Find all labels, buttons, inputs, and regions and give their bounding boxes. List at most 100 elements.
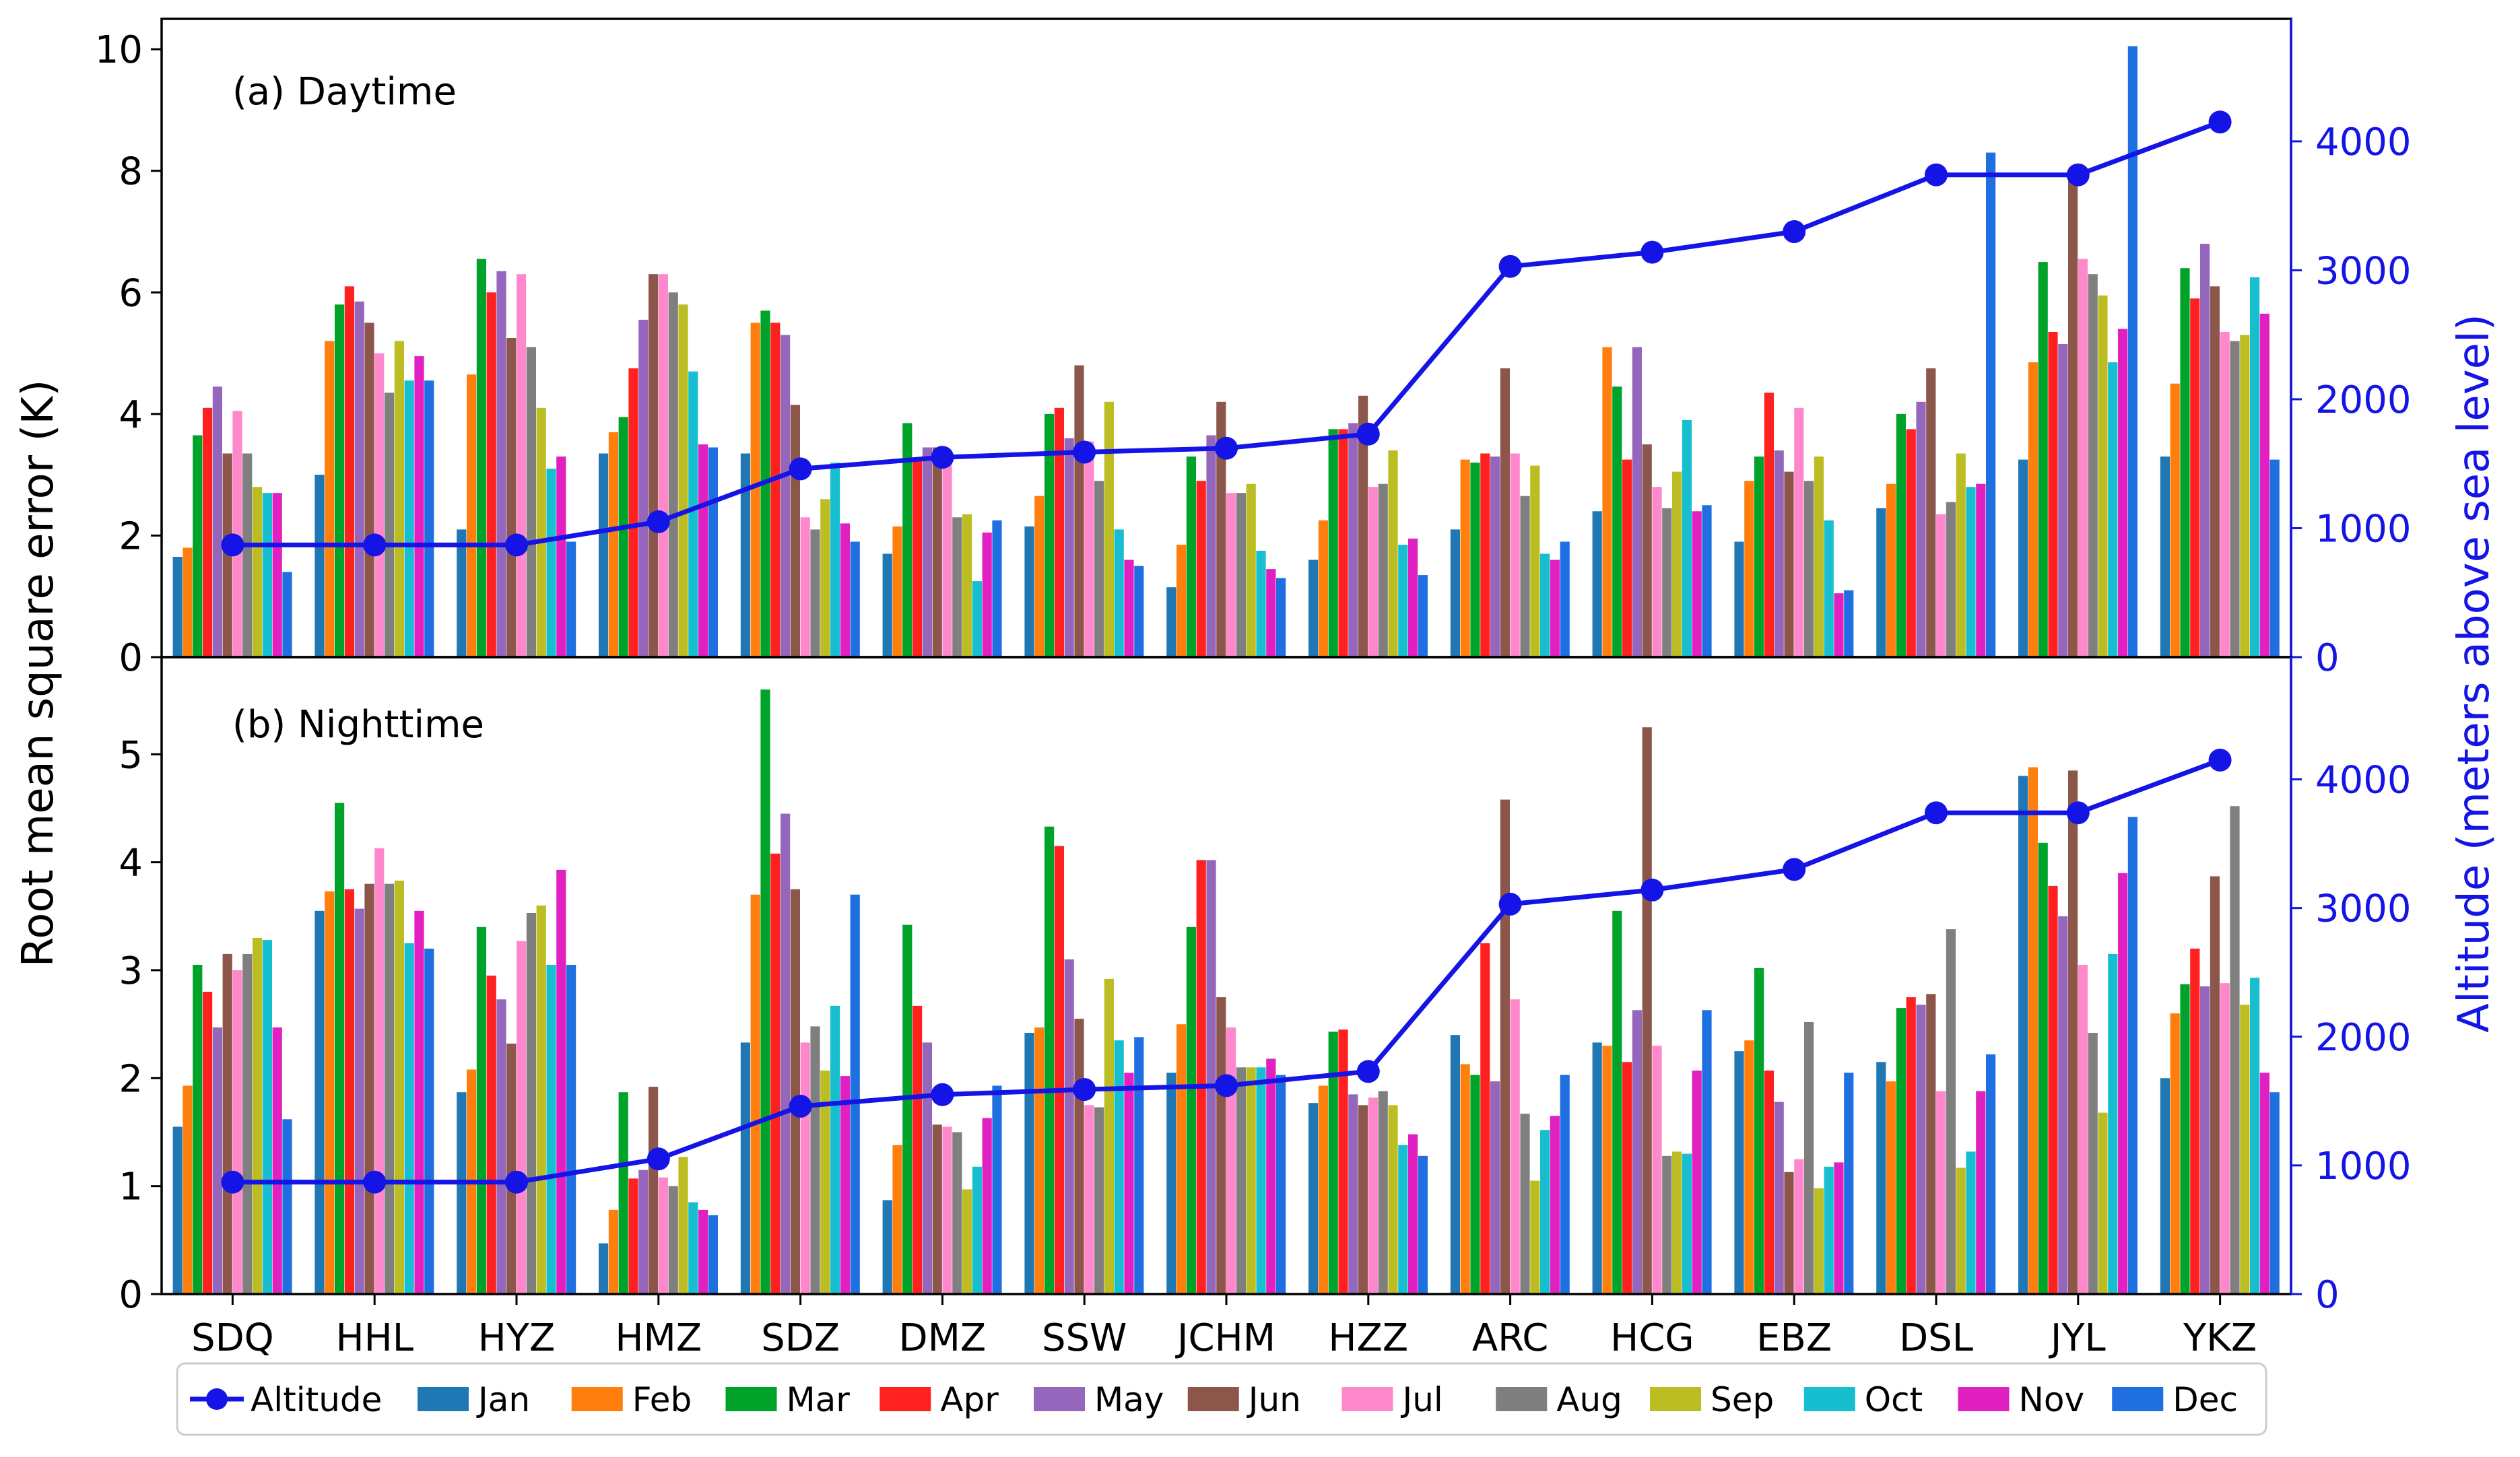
- daytime-bar-ARC-Apr: [1480, 453, 1490, 657]
- nighttime-bar-SDQ-Apr: [203, 992, 213, 1294]
- nighttime-bar-SSW-Jun: [1074, 1019, 1084, 1294]
- daytime-bar-HZZ-Jul: [1368, 487, 1378, 657]
- nighttime-bar-HCG-Sep: [1672, 1151, 1682, 1294]
- legend-label-Aug: Aug: [1556, 1380, 1622, 1419]
- nighttime-bar-HMZ-Jun: [649, 1087, 659, 1294]
- nighttime-bar-ARC-Apr: [1480, 943, 1490, 1294]
- nighttime-bar-HZZ-Mar: [1328, 1031, 1338, 1294]
- daytime-bar-ARC-May: [1490, 456, 1500, 657]
- nighttime-bar-HHL-Aug: [385, 883, 395, 1294]
- daytime-bar-HMZ-Oct: [688, 371, 698, 657]
- legend-label-Feb: Feb: [632, 1380, 692, 1419]
- nighttime-bar-YKZ-Feb: [2170, 1013, 2180, 1294]
- nighttime-bar-HMZ-Aug: [668, 1186, 678, 1294]
- daytime-bar-HZZ-Oct: [1398, 545, 1408, 657]
- nighttime-bar-EBZ-Sep: [1814, 1188, 1824, 1294]
- nighttime-bar-HHL-Mar: [335, 803, 345, 1294]
- daytime-bar-HYZ-Jul: [517, 274, 527, 657]
- daytime-bar-DSL-Aug: [1946, 502, 1956, 657]
- daytime-bar-JYL-Jan: [2018, 459, 2028, 657]
- nighttime-bar-HHL-Sep: [394, 880, 404, 1294]
- daytime-bar-SDZ-May: [781, 335, 791, 657]
- daytime-bar-HZZ-Jun: [1358, 395, 1368, 657]
- nighttime-bar-HCG-Apr: [1622, 1062, 1632, 1294]
- daytime-altitude-point-JCHM: [1215, 436, 1238, 460]
- nighttime-bar-ARC-Jan: [1450, 1035, 1460, 1294]
- nighttime-ytick-label: 3: [119, 949, 143, 993]
- nighttime-bar-DMZ-Apr: [913, 1005, 923, 1294]
- legend-swatch-Jul: [1341, 1387, 1393, 1411]
- daytime-bar-DSL-Jul: [1936, 514, 1946, 657]
- nighttime-bar-SDZ-Jul: [800, 1042, 810, 1294]
- nighttime-bar-JYL-Jul: [2078, 965, 2088, 1294]
- daytime-bar-DSL-Oct: [1966, 487, 1976, 657]
- daytime-bar-JYL-Apr: [2048, 332, 2058, 657]
- nighttime-bar-HCG-Dec: [1702, 1010, 1712, 1294]
- daytime-panel-title: (a) Daytime: [232, 70, 457, 114]
- daytime-bar-SDQ-May: [212, 386, 222, 657]
- daytime-bar-HMZ-Jan: [599, 453, 609, 657]
- daytime-bar-DMZ-May: [922, 447, 932, 657]
- nighttime-bar-SDZ-Apr: [770, 853, 781, 1294]
- daytime-bar-DSL-Apr: [1906, 429, 1916, 657]
- legend-label-Nov: Nov: [2019, 1380, 2085, 1419]
- daytime-bar-JCHM-Apr: [1196, 481, 1206, 657]
- daytime-bar-DMZ-Mar: [902, 423, 913, 657]
- nighttime-bar-DSL-Jun: [1926, 994, 1936, 1294]
- nighttime-bar-HYZ-Apr: [486, 976, 496, 1294]
- nighttime-bar-SDZ-Aug: [810, 1026, 820, 1294]
- nighttime-altitude-point-SDQ: [221, 1170, 244, 1194]
- x-label-HYZ: HYZ: [478, 1316, 556, 1360]
- nighttime-ytick-label: 0: [119, 1273, 143, 1317]
- legend-altitude-label: Altitude: [251, 1380, 382, 1419]
- nighttime-bar-HHL-Oct: [404, 943, 414, 1294]
- nighttime-bar-HHL-Dec: [424, 948, 434, 1294]
- daytime-bar-SDQ-Oct: [262, 493, 272, 657]
- daytime-bar-JYL-Aug: [2088, 274, 2098, 657]
- daytime-ytick-label: 2: [119, 514, 143, 558]
- nighttime-bar-DMZ-Aug: [952, 1132, 962, 1294]
- daytime-ytick-label: 6: [119, 271, 143, 315]
- y-axis-label-left: Root mean square error (K): [13, 380, 63, 968]
- nighttime-bar-DSL-Mar: [1896, 1008, 1906, 1294]
- daytime-bar-ARC-Mar: [1470, 463, 1480, 657]
- daytime-bar-EBZ-Dec: [1844, 590, 1854, 657]
- nighttime-bar-ARC-Feb: [1460, 1064, 1470, 1294]
- daytime-bar-EBZ-Mar: [1754, 456, 1764, 657]
- nighttime-bar-DSL-Sep: [1956, 1167, 1966, 1294]
- daytime-bar-JYL-Jun: [2068, 170, 2078, 657]
- daytime-bar-HYZ-Dec: [566, 541, 576, 657]
- daytime-bar-JCHM-Mar: [1186, 456, 1196, 657]
- x-label-JCHM: JCHM: [1175, 1316, 1275, 1360]
- nighttime-bar-HYZ-May: [496, 999, 506, 1294]
- daytime-bar-SDZ-Dec: [850, 541, 860, 657]
- daytime-bar-HHL-Nov: [414, 356, 424, 657]
- daytime-bar-HMZ-May: [638, 319, 649, 657]
- daytime-bar-HHL-Aug: [385, 393, 395, 657]
- nighttime-bar-DMZ-Nov: [982, 1118, 992, 1294]
- daytime-altitude-line: [221, 110, 2232, 557]
- nighttime-bar-YKZ-Nov: [2259, 1073, 2269, 1294]
- nighttime-bar-DSL-Nov: [1976, 1091, 1986, 1294]
- nighttime-bar-JYL-Jun: [2068, 770, 2078, 1294]
- nighttime-bar-HCG-May: [1632, 1010, 1642, 1294]
- nighttime-bar-SDQ-Nov: [272, 1027, 282, 1294]
- nighttime-bar-HHL-Jul: [374, 848, 385, 1294]
- nighttime-bar-SSW-Jul: [1084, 1105, 1094, 1294]
- daytime-bar-HCG-Apr: [1622, 459, 1632, 657]
- nighttime-bar-SSW-May: [1064, 959, 1074, 1294]
- nighttime-bar-HMZ-Jul: [658, 1177, 668, 1294]
- daytime-bar-DMZ-Jul: [942, 459, 952, 657]
- nighttime-bar-SDZ-Sep: [820, 1071, 830, 1294]
- nighttime-bar-ARC-May: [1490, 1081, 1500, 1294]
- nighttime-bar-JYL-Mar: [2038, 842, 2048, 1294]
- daytime-bar-HCG-Aug: [1662, 508, 1672, 657]
- nighttime-panel-title: (b) Nighttime: [232, 703, 484, 747]
- daytime-bar-HZZ-May: [1348, 423, 1358, 657]
- daytime-bar-ARC-Jan: [1450, 529, 1460, 657]
- nighttime-bar-SDQ-May: [212, 1027, 222, 1294]
- daytime-bar-EBZ-Sep: [1814, 456, 1824, 657]
- daytime-bar-EBZ-Feb: [1744, 481, 1754, 657]
- daytime-bar-JYL-Jul: [2078, 259, 2088, 658]
- nighttime-bar-HCG-Jan: [1592, 1042, 1602, 1294]
